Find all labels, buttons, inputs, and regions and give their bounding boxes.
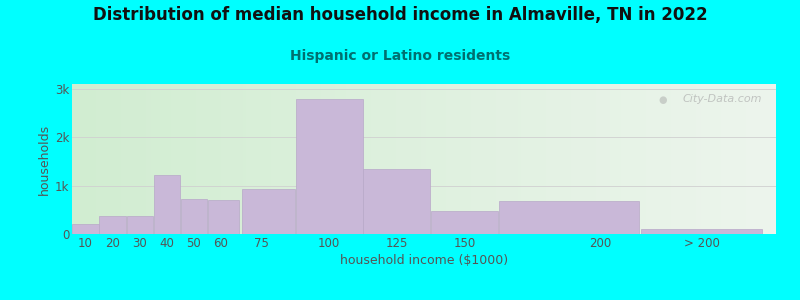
Bar (499, 201, 639, 234)
Text: ●: ● (658, 94, 667, 104)
Bar (431, 211, 498, 234)
Text: Distribution of median household income in Almaville, TN in 2022: Distribution of median household income … (93, 6, 707, 24)
Bar (181, 199, 207, 234)
X-axis label: household income ($1000): household income ($1000) (340, 254, 508, 267)
Bar (99, 216, 126, 234)
Bar (363, 169, 430, 234)
Bar (126, 216, 153, 234)
Bar (154, 175, 180, 234)
Text: Hispanic or Latino residents: Hispanic or Latino residents (290, 49, 510, 63)
Bar (73, 224, 98, 234)
Y-axis label: households: households (38, 123, 50, 195)
Text: City-Data.com: City-Data.com (682, 94, 762, 104)
Bar (641, 229, 762, 234)
Bar (242, 190, 295, 234)
Bar (296, 98, 362, 234)
Bar (208, 200, 239, 234)
